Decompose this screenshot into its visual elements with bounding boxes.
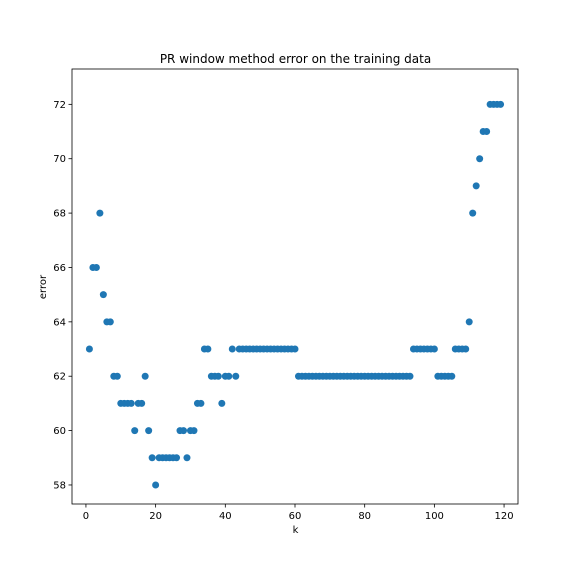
data-point bbox=[180, 427, 187, 435]
x-tick-label: 40 bbox=[219, 511, 232, 522]
data-point bbox=[225, 372, 233, 380]
y-tick-label: 62 bbox=[53, 372, 66, 383]
data-point bbox=[152, 481, 160, 489]
data-point bbox=[483, 128, 491, 136]
x-tick-label: 20 bbox=[149, 511, 162, 522]
y-tick-label: 66 bbox=[53, 263, 66, 274]
chart-title: PR window method error on the training d… bbox=[160, 52, 431, 66]
data-point bbox=[218, 399, 226, 407]
data-point bbox=[406, 372, 414, 380]
data-point bbox=[228, 345, 236, 353]
data-point bbox=[145, 427, 153, 435]
y-tick-label: 64 bbox=[53, 317, 66, 328]
x-axis-ticks: 0 20 40 60 80 100 120 bbox=[83, 504, 514, 522]
x-axis-label: k bbox=[293, 525, 299, 536]
y-axis-ticks: 58 60 62 64 66 68 70 72 bbox=[53, 100, 72, 491]
data-point bbox=[173, 454, 181, 462]
data-point bbox=[113, 372, 121, 380]
data-point bbox=[99, 291, 107, 299]
data-point bbox=[214, 372, 222, 380]
data-point bbox=[148, 454, 156, 462]
data-point bbox=[183, 454, 191, 462]
data-point bbox=[430, 345, 438, 353]
data-point bbox=[448, 372, 456, 380]
data-point bbox=[127, 399, 135, 407]
data-point bbox=[190, 427, 198, 435]
plot-frame bbox=[71, 68, 519, 505]
data-point bbox=[465, 318, 473, 326]
data-point bbox=[141, 372, 149, 380]
y-axis-label: error bbox=[38, 274, 49, 299]
data-point bbox=[232, 372, 240, 380]
y-tick-label: 70 bbox=[53, 154, 66, 165]
data-point bbox=[131, 427, 139, 435]
data-point bbox=[92, 263, 100, 271]
data-points bbox=[85, 100, 505, 489]
x-tick-label: 0 bbox=[83, 511, 89, 522]
data-point bbox=[469, 209, 477, 217]
data-point bbox=[96, 209, 104, 217]
x-tick-label: 100 bbox=[425, 511, 444, 522]
data-point bbox=[291, 345, 299, 353]
data-point bbox=[472, 182, 480, 190]
data-point bbox=[476, 155, 484, 163]
x-tick-label: 120 bbox=[495, 511, 514, 522]
x-tick-label: 80 bbox=[358, 511, 371, 522]
y-tick-label: 72 bbox=[53, 100, 66, 111]
y-tick-label: 58 bbox=[53, 480, 66, 491]
data-point bbox=[106, 318, 114, 326]
data-point bbox=[85, 345, 93, 353]
y-tick-label: 60 bbox=[53, 426, 66, 437]
data-point bbox=[462, 345, 470, 353]
data-point bbox=[204, 345, 212, 353]
data-point bbox=[497, 100, 505, 108]
data-point bbox=[138, 399, 146, 407]
y-tick-label: 68 bbox=[53, 209, 66, 220]
data-point bbox=[197, 399, 205, 407]
x-tick-label: 60 bbox=[289, 511, 302, 522]
